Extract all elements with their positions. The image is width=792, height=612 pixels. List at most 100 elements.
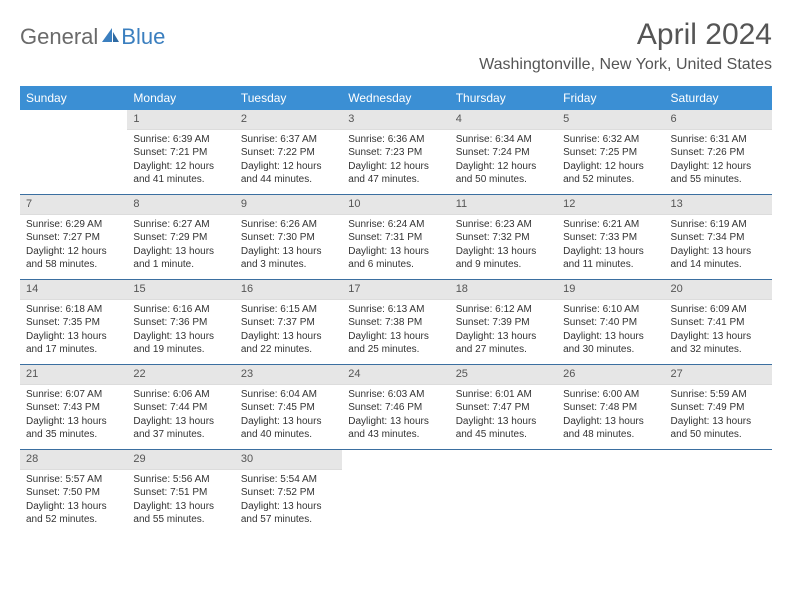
day-info-line: Daylight: 13 hours: [241, 500, 336, 514]
calendar-day-cell: 17Sunrise: 6:13 AMSunset: 7:38 PMDayligh…: [342, 280, 449, 364]
day-body: Sunrise: 6:12 AMSunset: 7:39 PMDaylight:…: [450, 300, 557, 361]
day-info-line: Sunrise: 5:56 AM: [133, 473, 228, 487]
day-info-line: Sunrise: 6:27 AM: [133, 218, 228, 232]
day-info-line: Sunrise: 6:15 AM: [241, 303, 336, 317]
day-info-line: and 41 minutes.: [133, 173, 228, 187]
day-info-line: Sunset: 7:29 PM: [133, 231, 228, 245]
day-info-line: Daylight: 12 hours: [348, 160, 443, 174]
day-body: Sunrise: 6:27 AMSunset: 7:29 PMDaylight:…: [127, 215, 234, 276]
calendar-header-row: SundayMondayTuesdayWednesdayThursdayFrid…: [20, 86, 772, 110]
day-info-line: Daylight: 13 hours: [133, 245, 228, 259]
day-info-line: and 55 minutes.: [671, 173, 766, 187]
day-body: Sunrise: 6:24 AMSunset: 7:31 PMDaylight:…: [342, 215, 449, 276]
day-body: Sunrise: 6:23 AMSunset: 7:32 PMDaylight:…: [450, 215, 557, 276]
day-number: 26: [557, 365, 664, 385]
day-info-line: Sunset: 7:40 PM: [563, 316, 658, 330]
calendar-day-cell: 24Sunrise: 6:03 AMSunset: 7:46 PMDayligh…: [342, 365, 449, 449]
day-body: Sunrise: 6:10 AMSunset: 7:40 PMDaylight:…: [557, 300, 664, 361]
day-info-line: Sunrise: 6:00 AM: [563, 388, 658, 402]
day-number: 28: [20, 450, 127, 470]
day-info-line: Sunrise: 6:26 AM: [241, 218, 336, 232]
calendar-week-row: 21Sunrise: 6:07 AMSunset: 7:43 PMDayligh…: [20, 365, 772, 450]
calendar-header-cell: Sunday: [20, 86, 127, 110]
calendar-day-cell: 15Sunrise: 6:16 AMSunset: 7:36 PMDayligh…: [127, 280, 234, 364]
day-info-line: Sunrise: 6:29 AM: [26, 218, 121, 232]
calendar-day-cell: 23Sunrise: 6:04 AMSunset: 7:45 PMDayligh…: [235, 365, 342, 449]
calendar-day-cell: 30 Sunrise: 5:54 AMSunset: 7:52 PMDayligh…: [235, 450, 342, 534]
day-body: Sunrise: 6:18 AMSunset: 7:35 PMDaylight:…: [20, 300, 127, 361]
logo-text-blue: Blue: [121, 24, 165, 50]
day-info-line: Sunset: 7:36 PM: [133, 316, 228, 330]
day-info-line: and 27 minutes.: [456, 343, 551, 357]
day-info-line: and 19 minutes.: [133, 343, 228, 357]
calendar-day-cell: 14Sunrise: 6:18 AMSunset: 7:35 PMDayligh…: [20, 280, 127, 364]
day-body: Sunrise: 6:34 AMSunset: 7:24 PMDaylight:…: [450, 130, 557, 191]
day-body: Sunrise: 6:26 AMSunset: 7:30 PMDaylight:…: [235, 215, 342, 276]
calendar-day-cell: 25Sunrise: 6:01 AMSunset: 7:47 PMDayligh…: [450, 365, 557, 449]
day-info-line: Daylight: 13 hours: [348, 330, 443, 344]
day-info-line: Sunrise: 6:24 AM: [348, 218, 443, 232]
day-info-line: and 1 minute.: [133, 258, 228, 272]
day-info-line: Sunrise: 6:06 AM: [133, 388, 228, 402]
day-info-line: and 35 minutes.: [26, 428, 121, 442]
calendar-day-cell: 8Sunrise: 6:27 AMSunset: 7:29 PMDaylight…: [127, 195, 234, 279]
day-info-line: Daylight: 12 hours: [26, 245, 121, 259]
day-info-line: Sunrise: 6:12 AM: [456, 303, 551, 317]
day-number: 22: [127, 365, 234, 385]
day-number: 27: [665, 365, 772, 385]
day-info-line: Sunrise: 6:03 AM: [348, 388, 443, 402]
day-number: [342, 450, 449, 466]
day-number: 2: [235, 110, 342, 130]
day-body: Sunrise: 6:09 AMSunset: 7:41 PMDaylight:…: [665, 300, 772, 361]
day-info-line: Sunset: 7:25 PM: [563, 146, 658, 160]
day-info-line: and 43 minutes.: [348, 428, 443, 442]
day-info-line: Daylight: 13 hours: [26, 330, 121, 344]
day-info-line: and 57 minutes.: [241, 513, 336, 527]
calendar-day-cell: 18Sunrise: 6:12 AMSunset: 7:39 PMDayligh…: [450, 280, 557, 364]
calendar-day-cell: 28Sunrise: 5:57 AMSunset: 7:50 PMDayligh…: [20, 450, 127, 534]
day-body: Sunrise: 6:01 AMSunset: 7:47 PMDaylight:…: [450, 385, 557, 446]
day-info-line: and 37 minutes.: [133, 428, 228, 442]
day-info-line: Sunset: 7:52 PM: [241, 486, 336, 500]
day-info-line: and 52 minutes.: [563, 173, 658, 187]
calendar-day-cell: 21Sunrise: 6:07 AMSunset: 7:43 PMDayligh…: [20, 365, 127, 449]
day-info-line: Sunset: 7:23 PM: [348, 146, 443, 160]
day-info-line: Sunset: 7:22 PM: [241, 146, 336, 160]
day-info-line: Daylight: 12 hours: [241, 160, 336, 174]
day-info-line: and 6 minutes.: [348, 258, 443, 272]
day-info-line: Sunset: 7:43 PM: [26, 401, 121, 415]
day-info-line: Sunrise: 6:36 AM: [348, 133, 443, 147]
day-info-line: and 25 minutes.: [348, 343, 443, 357]
day-info-line: Sunset: 7:37 PM: [241, 316, 336, 330]
calendar-day-cell: 11Sunrise: 6:23 AMSunset: 7:32 PMDayligh…: [450, 195, 557, 279]
day-number: 23: [235, 365, 342, 385]
day-info-line: Sunset: 7:35 PM: [26, 316, 121, 330]
calendar-day-cell: 27Sunrise: 5:59 AMSunset: 7:49 PMDayligh…: [665, 365, 772, 449]
day-body: Sunrise: 6:07 AMSunset: 7:43 PMDaylight:…: [20, 385, 127, 446]
calendar-day-cell: 26Sunrise: 6:00 AMSunset: 7:48 PMDayligh…: [557, 365, 664, 449]
day-number: 1: [127, 110, 234, 130]
calendar-day-cell: 9Sunrise: 6:26 AMSunset: 7:30 PMDaylight…: [235, 195, 342, 279]
day-info-line: Daylight: 13 hours: [671, 415, 766, 429]
day-info-line: Sunrise: 6:32 AM: [563, 133, 658, 147]
calendar-day-cell: 5Sunrise: 6:32 AMSunset: 7:25 PMDaylight…: [557, 110, 664, 194]
day-body: Sunrise: 6:03 AMSunset: 7:46 PMDaylight:…: [342, 385, 449, 446]
day-number: 19: [557, 280, 664, 300]
page-title: April 2024: [479, 18, 772, 52]
day-info-line: Sunrise: 6:19 AM: [671, 218, 766, 232]
calendar-week-row: 14Sunrise: 6:18 AMSunset: 7:35 PMDayligh…: [20, 280, 772, 365]
day-info-line: and 17 minutes.: [26, 343, 121, 357]
day-info-line: Daylight: 13 hours: [26, 500, 121, 514]
day-info-line: and 32 minutes.: [671, 343, 766, 357]
calendar-week-row: 7Sunrise: 6:29 AMSunset: 7:27 PMDaylight…: [20, 195, 772, 280]
day-number: 5: [557, 110, 664, 130]
calendar-day-cell: 7Sunrise: 6:29 AMSunset: 7:27 PMDaylight…: [20, 195, 127, 279]
day-info-line: Sunrise: 5:54 AM: [241, 473, 336, 487]
day-number: 15: [127, 280, 234, 300]
day-info-line: Sunrise: 6:23 AM: [456, 218, 551, 232]
calendar-week-row: 28Sunrise: 5:57 AMSunset: 7:50 PMDayligh…: [20, 450, 772, 534]
day-number: 30: [235, 450, 342, 470]
calendar: SundayMondayTuesdayWednesdayThursdayFrid…: [20, 86, 772, 534]
day-number: [450, 450, 557, 466]
calendar-week-row: 1Sunrise: 6:39 AMSunset: 7:21 PMDaylight…: [20, 110, 772, 195]
